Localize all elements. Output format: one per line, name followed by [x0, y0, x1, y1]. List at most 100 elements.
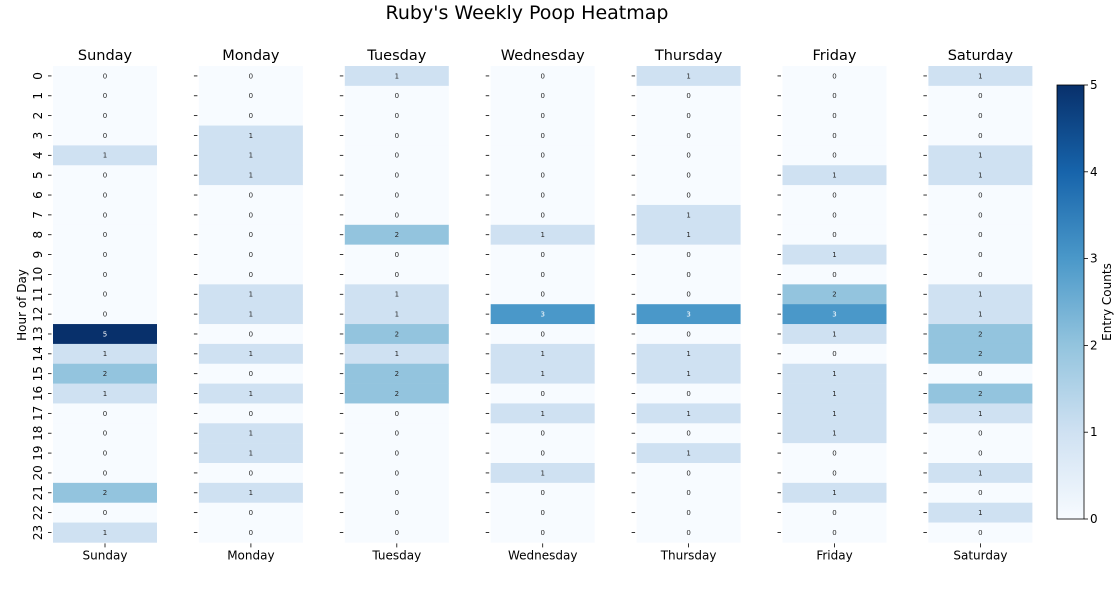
- cell-value-label: 0: [103, 72, 107, 80]
- y-tick-label: 16: [31, 386, 45, 401]
- day-title: Saturday: [948, 48, 1014, 64]
- cell-value-label: 0: [686, 191, 690, 199]
- heatmap-cell: [928, 145, 1033, 166]
- heatmap-cell: [344, 66, 449, 87]
- heatmap-cell: [782, 363, 887, 384]
- cell-value-label: 0: [686, 251, 690, 259]
- heatmap-cell: [53, 264, 157, 285]
- cell-value-label: 0: [249, 231, 253, 239]
- cell-value-label: 3: [832, 311, 836, 319]
- heatmap-cell: [782, 145, 887, 166]
- cell-value-label: 0: [686, 489, 690, 497]
- x-tick-label: Sunday: [83, 548, 128, 562]
- cell-value-label: 1: [686, 410, 690, 418]
- heatmap-cell: [53, 105, 157, 126]
- heatmap-cell: [344, 482, 449, 503]
- heatmap-cell: [636, 363, 741, 384]
- cell-value-label: 0: [103, 172, 107, 180]
- cell-value-label: 0: [395, 172, 399, 180]
- heatmap-cell: [53, 502, 157, 523]
- y-tick-label: 18: [31, 426, 45, 441]
- y-tick-label: 22: [31, 505, 45, 520]
- day-panel: Tuesday 1 0 0 0 0 0 0 0 2 0 0 1 1 2 1 2 2 0 0 0 0 0 0 0 Tuesday: [339, 48, 449, 562]
- heatmap-cell: [490, 423, 595, 444]
- y-tick-label: 6: [31, 191, 45, 199]
- heatmap-cell: [53, 443, 157, 464]
- heatmap-cell: [198, 204, 303, 226]
- cell-value-label: 1: [978, 469, 982, 477]
- heatmap-cell: [490, 522, 595, 543]
- heatmap-cell: [782, 482, 887, 503]
- cell-value-label: 1: [395, 350, 399, 358]
- x-tick-label: Thursday: [660, 548, 717, 562]
- heatmap-cell: [782, 463, 887, 484]
- heatmap-cell: [490, 165, 595, 186]
- cell-value-label: 0: [249, 370, 253, 378]
- cell-value-label: 0: [249, 410, 253, 418]
- heatmap-cell: [490, 324, 595, 345]
- heatmap-cell: [490, 204, 595, 226]
- cell-value-label: 0: [978, 370, 982, 378]
- y-tick-label: 23: [31, 525, 45, 540]
- cell-value-label: 1: [686, 231, 690, 239]
- heatmap-cell: [344, 165, 449, 186]
- cell-value-label: 1: [686, 350, 690, 358]
- cell-value-label: 0: [103, 410, 107, 418]
- heatmap-cell: [198, 85, 303, 106]
- cell-value-label: 0: [540, 172, 544, 180]
- y-tick-label: 13: [31, 326, 45, 341]
- cell-value-label: 0: [832, 469, 836, 477]
- heatmap-cell: [198, 423, 303, 444]
- heatmap-cell: [782, 522, 887, 543]
- cell-value-label: 0: [395, 191, 399, 199]
- cell-value-label: 1: [832, 330, 836, 338]
- heatmap-cell: [636, 185, 741, 206]
- heatmap-cell: [344, 403, 449, 424]
- cell-value-label: 0: [686, 509, 690, 517]
- heatmap-cell: [928, 284, 1033, 305]
- cell-value-label: 0: [832, 509, 836, 517]
- cell-value-label: 1: [686, 211, 690, 219]
- cell-value-label: 1: [978, 172, 982, 180]
- heatmap-cell: [198, 165, 303, 186]
- cell-value-label: 0: [686, 271, 690, 279]
- cell-value-label: 1: [832, 410, 836, 418]
- y-tick-label: 21: [31, 485, 45, 500]
- heatmap-cell: [782, 343, 887, 365]
- cell-value-label: 0: [540, 291, 544, 299]
- cell-value-label: 0: [249, 271, 253, 279]
- cell-value-label: 0: [832, 449, 836, 457]
- heatmap-cell: [928, 66, 1033, 87]
- day-title: Tuesday: [366, 48, 426, 64]
- cell-value-label: 1: [686, 72, 690, 80]
- heatmap-cell: [636, 244, 741, 265]
- colorbar-gradient: [1056, 84, 1085, 520]
- cell-value-label: 0: [103, 509, 107, 517]
- cell-value-label: 2: [395, 231, 399, 239]
- cell-value-label: 0: [395, 529, 399, 537]
- day-title: Monday: [222, 48, 280, 64]
- heatmap-cell: [198, 324, 303, 345]
- cell-value-label: 2: [978, 390, 982, 398]
- cell-value-label: 0: [978, 191, 982, 199]
- heatmap-cell: [198, 185, 303, 206]
- heatmap-cell: [782, 105, 887, 126]
- cell-value-label: 0: [249, 211, 253, 219]
- cell-value-label: 2: [103, 489, 107, 497]
- heatmap-cell: [636, 383, 741, 404]
- heatmap-cell: [344, 443, 449, 464]
- heatmap-cell: [928, 502, 1033, 523]
- colorbar-label: Entry Counts: [1100, 263, 1114, 341]
- heatmap-cell: [928, 125, 1033, 146]
- heatmap-cell: [344, 324, 449, 345]
- cell-value-label: 0: [686, 132, 690, 140]
- heatmap-cell: [344, 244, 449, 265]
- heatmap-cell: [344, 204, 449, 226]
- heatmap-cell: [53, 165, 157, 186]
- heatmap-cell: [344, 125, 449, 146]
- cell-value-label: 0: [540, 112, 544, 120]
- cell-value-label: 0: [832, 152, 836, 160]
- heatmap-cell: [198, 224, 303, 245]
- cell-value-label: 0: [686, 152, 690, 160]
- day-title: Friday: [813, 48, 857, 64]
